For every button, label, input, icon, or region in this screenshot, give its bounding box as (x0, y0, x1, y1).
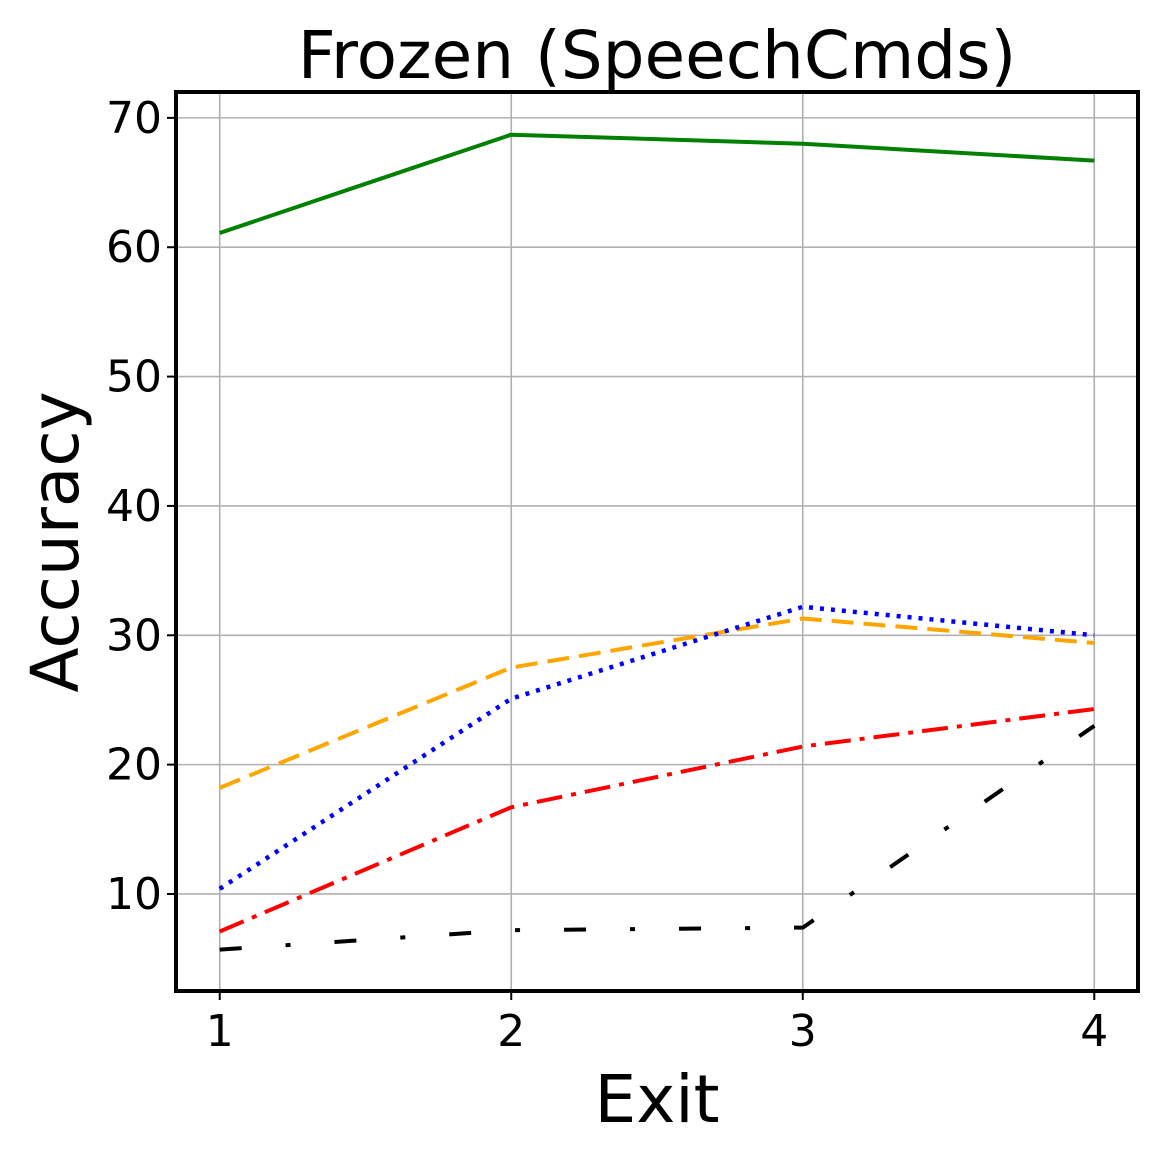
x-tick-label: 2 (497, 1006, 525, 1057)
plot-frame (174, 90, 1140, 993)
y-tick-label: 40 (106, 481, 162, 532)
series-line-5 (219, 724, 1096, 952)
axis-ticks: 1 2 3 4 10 20 30 40 50 60 70 (106, 93, 1108, 1057)
y-tick-label: 70 (106, 93, 162, 144)
x-axis-label: Exit (595, 1061, 720, 1138)
y-tick-label: 30 (106, 610, 162, 661)
series-line-2 (218, 616, 1095, 790)
y-axis-label: Accuracy (17, 391, 94, 692)
chart-title: Frozen (SpeechCmds) (298, 17, 1017, 94)
x-tick-label: 3 (789, 1006, 817, 1057)
series-lines (218, 132, 1096, 952)
grid (176, 92, 1138, 991)
y-tick-label: 60 (106, 222, 162, 273)
y-tick-label: 50 (106, 352, 162, 403)
series-line-4 (218, 707, 1095, 934)
y-tick-label: 10 (106, 869, 162, 920)
x-tick-label: 1 (206, 1006, 234, 1057)
y-tick-label: 20 (106, 740, 162, 791)
x-tick-label: 4 (1080, 1006, 1108, 1057)
series-line-3 (218, 604, 1095, 891)
series-line-1 (219, 132, 1095, 235)
